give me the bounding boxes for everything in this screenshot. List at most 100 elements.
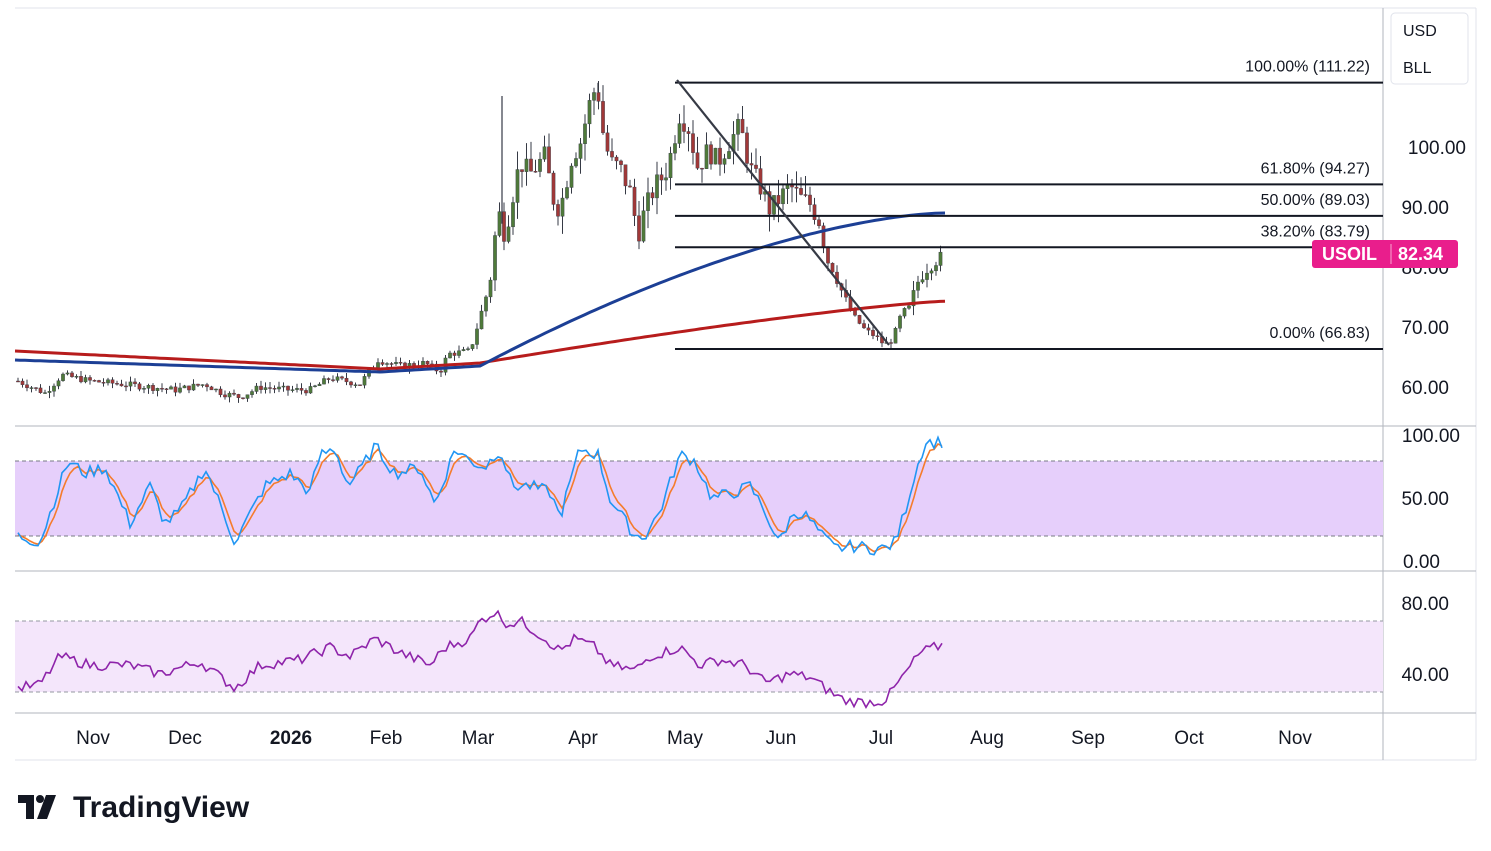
candle <box>362 373 367 389</box>
candle <box>812 197 817 225</box>
time-tick-label: Jul <box>869 728 893 749</box>
time-tick-label: Nov <box>1278 728 1312 749</box>
candle <box>655 161 659 215</box>
stochastic-axis[interactable]: 100.00 50.00 0.00 <box>1401 426 1460 573</box>
candle <box>605 125 610 156</box>
candle <box>470 344 475 351</box>
candle <box>623 164 628 195</box>
tradingview-logo[interactable]: TradingView <box>18 791 250 824</box>
candle <box>574 152 578 168</box>
candle <box>736 113 740 151</box>
candle <box>151 383 155 395</box>
candle <box>551 170 556 211</box>
candle <box>506 215 511 244</box>
fibonacci-retracement[interactable]: 100.00% (111.22) 61.80% (94.27) 50.00% (… <box>675 59 1383 351</box>
candle <box>295 383 299 393</box>
time-tick-label: Mar <box>462 728 495 749</box>
candle <box>79 370 83 384</box>
candle <box>119 379 124 387</box>
candle <box>578 137 583 174</box>
candle <box>925 263 929 288</box>
candle <box>101 378 106 387</box>
candle <box>205 382 209 392</box>
candle <box>106 377 110 386</box>
candle <box>731 121 736 165</box>
candle <box>781 184 785 211</box>
candle <box>610 138 614 161</box>
candle <box>529 141 533 172</box>
candle <box>16 377 20 383</box>
symbol-price-tag[interactable]: USOIL 82.34 <box>1312 240 1458 268</box>
symbol-last-price: 82.34 <box>1398 244 1443 264</box>
candle <box>515 151 520 219</box>
rsi-band <box>15 621 1383 692</box>
candle <box>749 152 754 180</box>
fib-level-100-label: 100.00% (111.22) <box>1245 59 1370 76</box>
candle <box>232 389 236 396</box>
candle <box>124 381 128 392</box>
candle <box>452 350 457 361</box>
candle <box>893 326 898 344</box>
candle <box>632 178 637 226</box>
candle <box>740 105 745 134</box>
chart-frame <box>15 7 1477 761</box>
candle <box>934 261 938 276</box>
candle <box>902 307 907 319</box>
candle <box>547 133 551 174</box>
candle <box>317 382 322 387</box>
time-tick-label: Sep <box>1071 728 1105 749</box>
candle <box>353 382 358 388</box>
rsi-axis[interactable]: 80.00 40.00 <box>1401 594 1449 686</box>
candle <box>754 148 758 173</box>
candle <box>488 277 493 303</box>
rsi-line <box>17 609 943 709</box>
candle <box>349 380 353 388</box>
candle <box>308 382 313 394</box>
candle <box>686 127 691 152</box>
candle <box>218 386 223 398</box>
candle <box>394 356 398 366</box>
price-tick-label: 60.00 <box>1401 378 1449 399</box>
candle <box>268 381 272 394</box>
candle <box>484 295 488 317</box>
candle <box>785 174 790 204</box>
candle <box>245 394 250 402</box>
candle <box>614 155 619 170</box>
candle <box>871 326 875 340</box>
candle <box>439 368 443 378</box>
candle <box>461 346 466 352</box>
time-axis[interactable]: Nov Dec 2026 Feb Mar Apr May Jun Jul Aug… <box>76 728 1312 749</box>
price-axis[interactable]: 100.00 90.00 80.00 70.00 60.00 <box>1401 138 1466 399</box>
candle <box>907 304 911 310</box>
candle <box>524 143 529 186</box>
candle <box>911 281 916 316</box>
moving-average-red <box>14 299 946 371</box>
candle <box>115 380 119 386</box>
candle <box>137 381 142 392</box>
candle <box>335 373 340 383</box>
candle <box>628 179 632 188</box>
candle <box>808 186 812 212</box>
candle <box>133 378 137 388</box>
candle <box>169 385 173 390</box>
price-tick-label: 90.00 <box>1401 198 1449 219</box>
candle <box>601 85 605 135</box>
fib-level-38-2-label: 38.20% (83.79) <box>1261 223 1370 240</box>
candle <box>830 262 835 274</box>
price-tick-label: 70.00 <box>1401 318 1449 339</box>
candle <box>380 359 385 366</box>
candle <box>223 390 227 400</box>
candle <box>74 374 79 379</box>
units-box[interactable]: USD BLL <box>1390 12 1469 85</box>
candle <box>497 202 502 238</box>
candle <box>299 383 304 395</box>
candle <box>583 114 587 161</box>
candle <box>700 167 704 183</box>
candle <box>898 314 902 333</box>
stochastic-tick-label: 100.00 <box>1402 426 1460 447</box>
candle <box>25 379 29 392</box>
time-tick-label: Apr <box>568 728 598 749</box>
candle <box>691 120 695 165</box>
candle <box>709 141 713 170</box>
